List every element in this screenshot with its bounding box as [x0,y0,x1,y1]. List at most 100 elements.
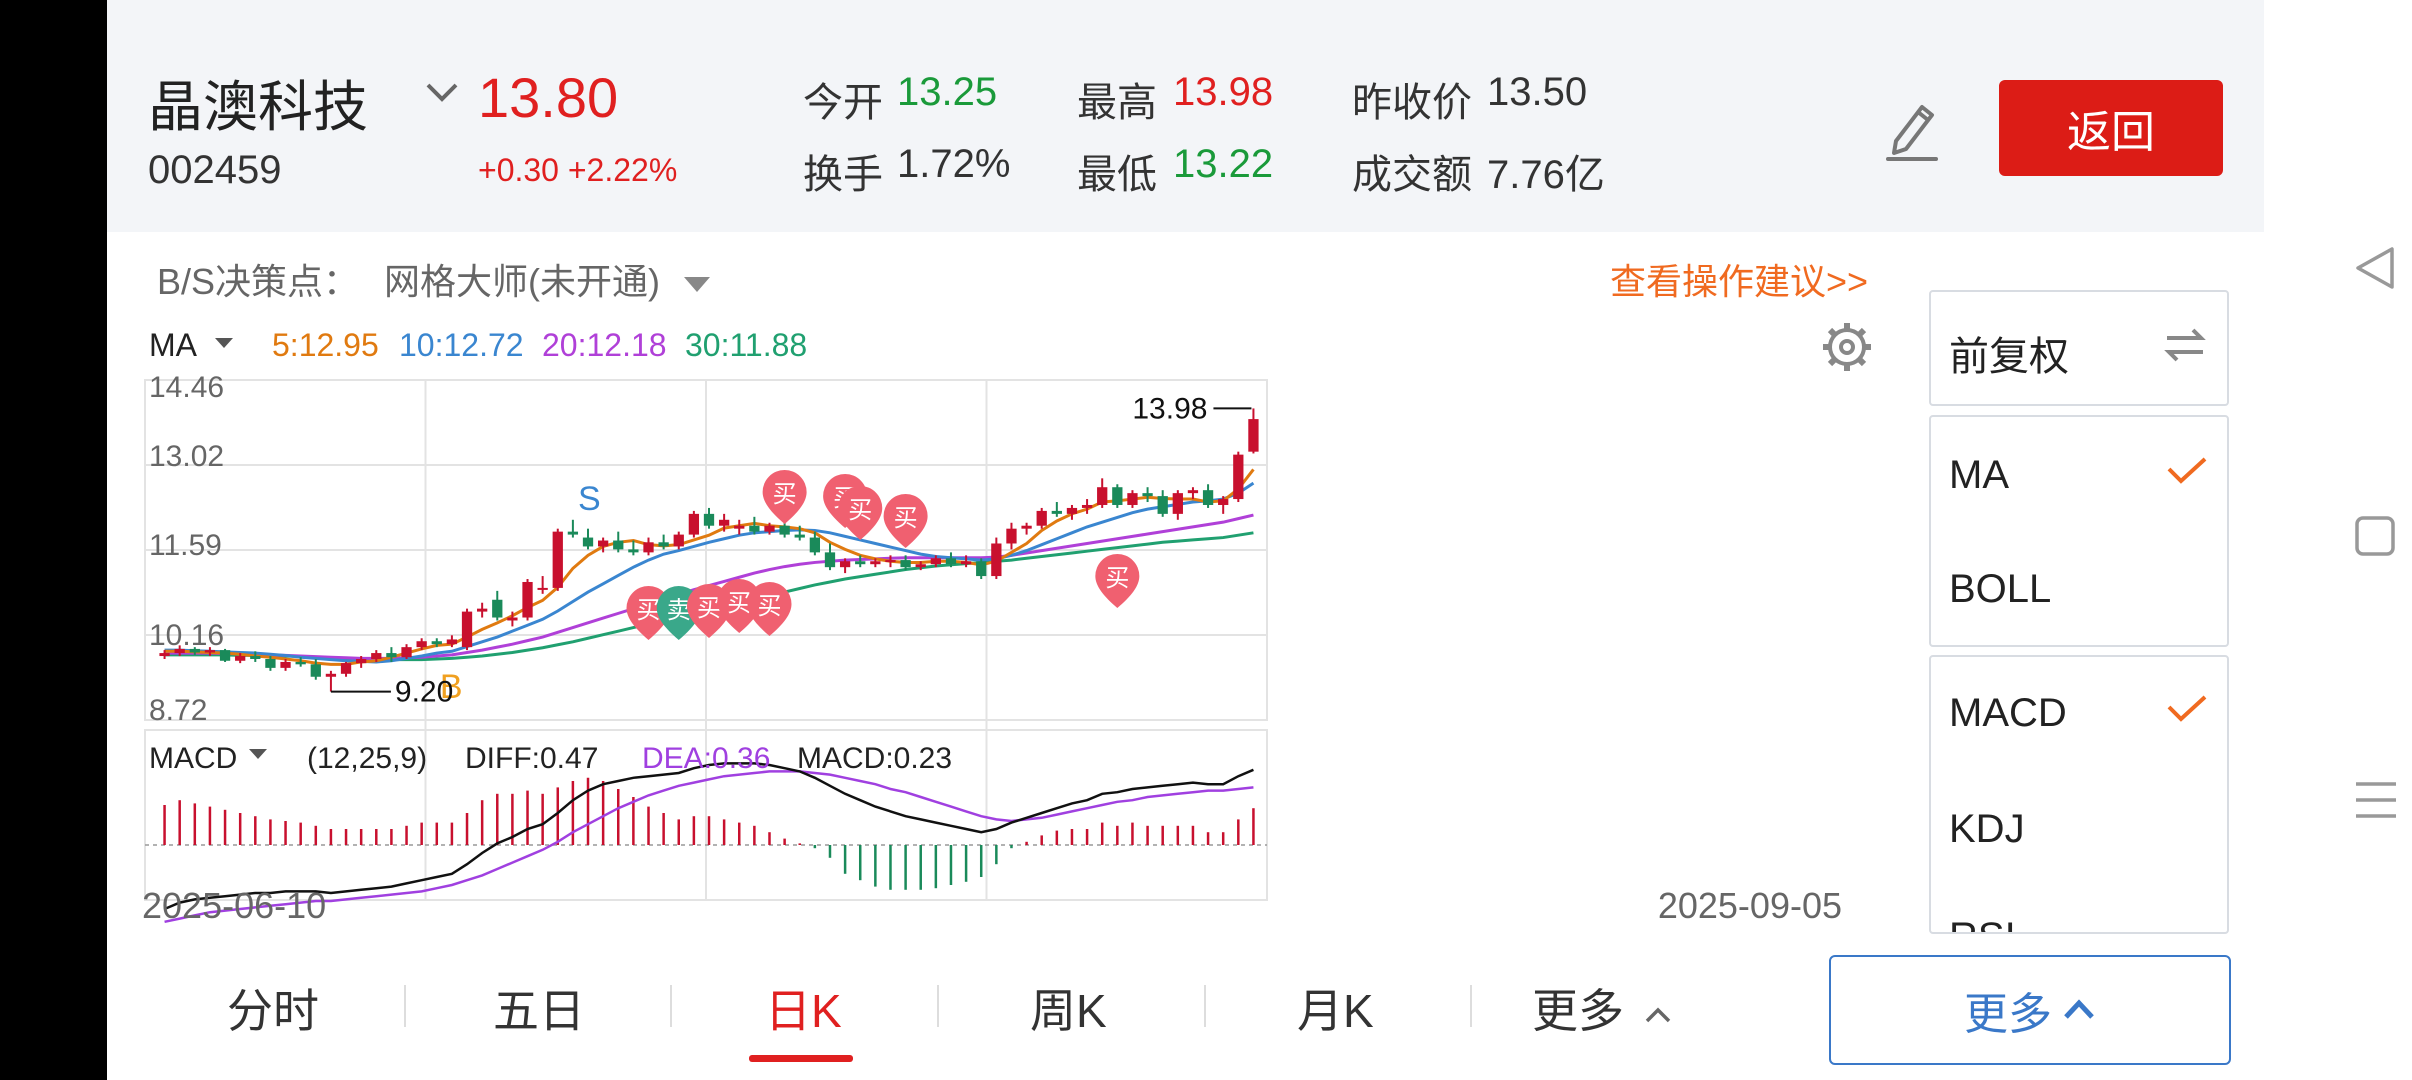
marker-text: 买 [848,496,872,524]
candle [597,537,609,553]
tab-intraday[interactable]: 分时 [227,985,319,1037]
home-square-icon[interactable] [2354,515,2396,557]
candle-body [673,534,684,547]
gear-icon[interactable] [1823,323,1871,371]
candle-body [764,525,775,532]
candle [1142,487,1153,503]
candle-body [1036,510,1047,526]
tab-more-label: 更多 [1532,985,1624,1037]
chevron-down-icon[interactable] [422,75,462,111]
menu-lines-icon[interactable] [2354,778,2398,822]
pencil-icon[interactable] [1882,95,1942,163]
current-price: 13.80 [478,66,619,129]
candle [1051,502,1062,517]
tab-weekly-k[interactable]: 周K [1030,985,1107,1037]
candle [1218,496,1229,514]
checkmark-icon [2167,457,2207,484]
candle [703,507,715,529]
signal-marker: 买 [747,582,792,636]
caret-down-icon [684,276,710,292]
view-advice-link[interactable]: 查看操作建议>> [1610,261,1869,302]
overlay-option-boll[interactable]: BOLL [1949,567,2052,611]
ma-dropdown-icon[interactable] [215,338,233,348]
macd-dropdown-icon[interactable] [249,749,267,759]
candle [1157,490,1168,517]
candle-body [280,661,291,668]
candle-body [159,653,170,657]
candle [325,670,337,692]
price-axis-label: 8.72 [149,694,207,727]
candle-body [1142,493,1153,497]
candle [1172,490,1183,520]
candle [930,555,941,568]
candle-body [718,519,730,526]
chart-grid [144,379,1268,901]
candle [976,558,987,580]
period-tabs: 分时 五日 日K 周K 月K 更多 [107,945,1827,1065]
candle [386,647,397,662]
kline-chart[interactable]: 买卖买买买买买买买买BS MA 5:12.95 10:12.72 20:12.1… [107,300,1887,940]
price-axis-label: 13.02 [149,440,224,473]
candle-body [522,581,533,618]
signal-marker: 买 [717,579,762,633]
candle [250,651,261,662]
back-triangle-icon[interactable] [2354,245,2396,291]
tab-monthly-k[interactable]: 月K [1297,985,1374,1037]
dea-line [164,770,1254,924]
tab-more[interactable]: 更多 [1532,975,1673,1041]
candle-body [809,537,821,553]
candle-body [1248,419,1259,452]
candle [477,602,488,618]
candle [356,656,367,668]
marker-drop-icon [762,470,807,524]
candle-body [1097,487,1108,505]
candle [507,611,518,627]
candle-body [1202,490,1214,505]
signal-markers: 买卖买买买买买买买买BS [440,470,1140,706]
candle-body [870,561,881,565]
chevron-up-icon [2064,999,2094,1019]
chart-labels: MA 5:12.95 10:12.72 20:12.18 30:11.88 14… [142,323,1871,926]
more-button[interactable]: 更多 [1829,955,2231,1065]
candle [552,528,563,591]
candle [870,558,881,568]
candle-body [1021,525,1032,529]
date-end: 2025-09-05 [1658,885,1842,926]
adjust-selector[interactable]: 前复权 [1929,290,2229,406]
amount-value: 7.76亿 [1487,153,1605,197]
candle-body [779,525,790,535]
system-nav-bar [2264,0,2412,1080]
marker-drop-icon [838,486,883,540]
candle-body [976,561,987,577]
stock-code: 002459 [148,148,282,192]
overlay-option-ma[interactable]: MA [1949,453,2009,497]
candle [537,576,548,594]
candle [1127,490,1138,508]
stock-name[interactable]: 晶澳科技 [148,76,369,138]
candle-body [492,599,503,618]
marker-text: 买 [773,480,797,508]
candle-body [477,608,488,612]
stock-detail-screen: 晶澳科技 002459 13.80 +0.30 +2.22% 今开 13.25 … [107,0,2264,1080]
strategy-selector[interactable]: 网格大师(未开通) [384,253,710,305]
indicator-option-rsi[interactable]: RSI [1949,915,2016,932]
candle [839,558,851,574]
tab-five-day[interactable]: 五日 [493,985,585,1037]
candle [960,555,972,568]
tab-daily-k[interactable]: 日K [765,985,842,1037]
macd-legend-title[interactable]: MACD [149,742,237,775]
indicator-option-kdj[interactable]: KDJ [1949,807,2025,851]
candle [582,528,594,550]
swap-icon[interactable] [2161,320,2209,370]
active-tab-indicator [749,1055,853,1062]
candle [809,531,821,556]
candle [265,656,276,671]
indicator-option-macd[interactable]: MACD [1949,691,2067,735]
candle-body [295,661,306,665]
candle-body [1233,454,1244,500]
ma30-value: 30:11.88 [685,327,807,363]
candle-body [174,648,185,654]
candle-body [960,561,972,565]
ma-legend-title[interactable]: MA [149,327,198,363]
back-button[interactable]: 返回 [1999,80,2223,176]
